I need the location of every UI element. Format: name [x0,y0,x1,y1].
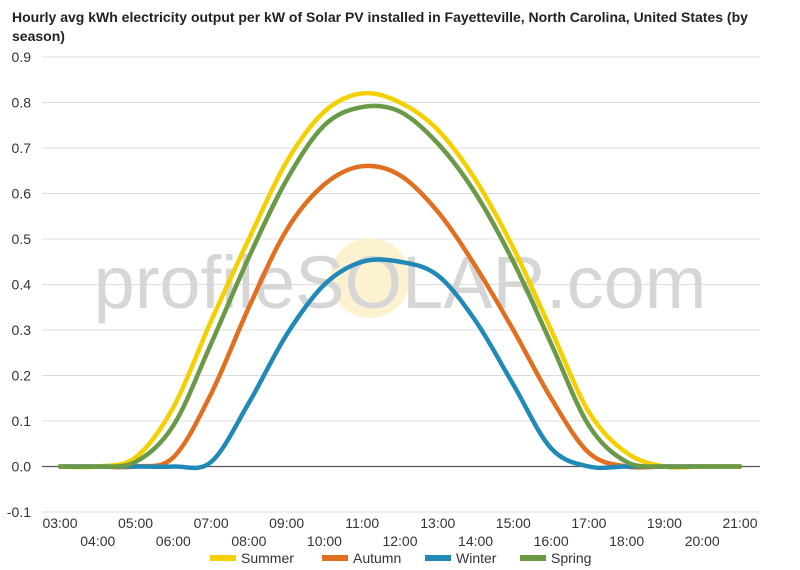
x-tick-label: 05:00 [118,515,153,531]
legend-swatch [322,555,348,561]
watermark-sun [330,238,410,318]
series-lines [57,90,743,471]
y-tick-label: 0.5 [12,231,32,247]
y-tick-label: 0.9 [12,49,32,65]
y-tick-label: 0.7 [12,140,32,156]
x-tick-label: 09:00 [269,515,304,531]
legend-label: Autumn [353,550,401,566]
y-tick-label: 0.8 [12,95,32,111]
x-tick-label: 03:00 [42,515,77,531]
legend-label: Spring [551,550,591,566]
x-tick-label: 06:00 [156,533,191,549]
x-tick-label: 13:00 [420,515,455,531]
series-line-summer [57,90,743,470]
y-tick-label: 0.2 [12,368,32,384]
x-tick-label: 12:00 [382,533,417,549]
legend-item-summer: Summer [210,550,294,566]
x-tick-label: 15:00 [496,515,531,531]
x-tick-label: 11:00 [345,515,379,531]
x-axis-ticks: 03:0004:0005:0006:0007:0008:0009:0010:00… [42,515,757,549]
legend-item-winter: Winter [425,550,497,566]
watermark: profileSOLAR.com [94,238,707,324]
series-line-winter [57,257,743,471]
legend-swatch [425,555,451,561]
x-tick-label: 10:00 [307,533,342,549]
legend-label: Summer [241,550,294,566]
legend-item-spring: Spring [520,550,591,566]
y-tick-label: 0.0 [12,459,32,475]
y-tick-label: 0.6 [12,186,32,202]
x-tick-label: 07:00 [194,515,229,531]
legend-swatch [520,555,546,561]
chart-title: Hourly avg kWh electricity output per kW… [12,9,748,44]
legend: Summer Autumn Winter Spring [210,550,591,566]
x-tick-label: 20:00 [685,533,720,549]
y-tick-label: -0.1 [7,504,31,520]
x-tick-label: 16:00 [534,533,569,549]
y-tick-label: 0.4 [12,277,32,293]
x-tick-label: 21:00 [722,515,757,531]
series-line-spring [57,103,743,470]
watermark-text: profileSOLAR.com [94,241,707,324]
x-tick-label: 04:00 [80,533,115,549]
x-tick-label: 19:00 [647,515,682,531]
x-tick-label: 18:00 [609,533,644,549]
legend-label: Winter [456,550,497,566]
legend-swatch [210,555,236,561]
y-tick-label: 0.3 [12,322,32,338]
x-tick-label: 14:00 [458,533,493,549]
y-tick-label: 0.1 [12,413,32,429]
x-tick-label: 17:00 [571,515,606,531]
x-tick-label: 08:00 [231,533,266,549]
legend-item-autumn: Autumn [322,550,401,566]
y-axis-ticks: -0.1 0.0 0.1 0.2 0.3 0.4 0.5 0.6 0.7 0.8 0.9 [7,49,31,520]
